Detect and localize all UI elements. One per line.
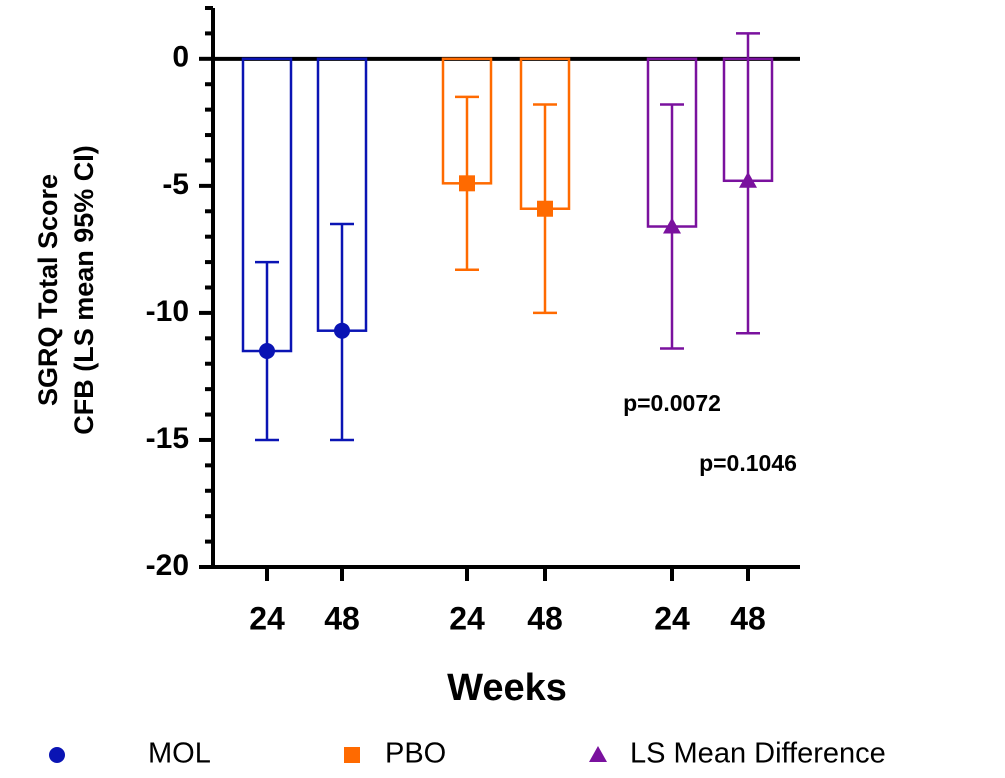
marker: [344, 747, 360, 763]
y-label-group: CFB (LS mean 95% CI): [69, 145, 99, 435]
annotation: p=0.1046: [699, 450, 797, 476]
marker: [663, 217, 681, 234]
marker: [259, 343, 275, 360]
annotation: p=0.0072: [623, 390, 721, 416]
marker: [49, 747, 65, 763]
x-tick-label: 48: [730, 600, 766, 636]
x-tick-label: 24: [654, 600, 690, 636]
marker: [459, 175, 475, 192]
x-tick-label: 48: [527, 600, 563, 636]
marker: [589, 746, 607, 762]
legend-label: PBO: [385, 738, 446, 770]
y-tick-label: -5: [162, 168, 189, 201]
y-tick-label: 0: [172, 41, 189, 74]
y-tick-label: -15: [146, 422, 189, 455]
legend-label: LS Mean Difference: [630, 738, 886, 770]
x-tick-label: 48: [324, 600, 360, 636]
y-tick-label: -10: [146, 295, 189, 328]
y-axis-label: SGRQ Total Score: [33, 174, 63, 406]
y-tick-label: -20: [146, 549, 189, 582]
y-axis-label: CFB (LS mean 95% CI): [69, 145, 99, 435]
x-tick-label: 24: [249, 600, 285, 636]
marker: [334, 322, 350, 339]
x-axis-label: Weeks: [447, 667, 567, 709]
legend-label: MOL: [148, 738, 211, 770]
marker: [739, 171, 757, 188]
y-label-group: SGRQ Total Score: [33, 174, 63, 406]
x-tick-label: 24: [449, 600, 485, 636]
marker: [537, 200, 553, 217]
